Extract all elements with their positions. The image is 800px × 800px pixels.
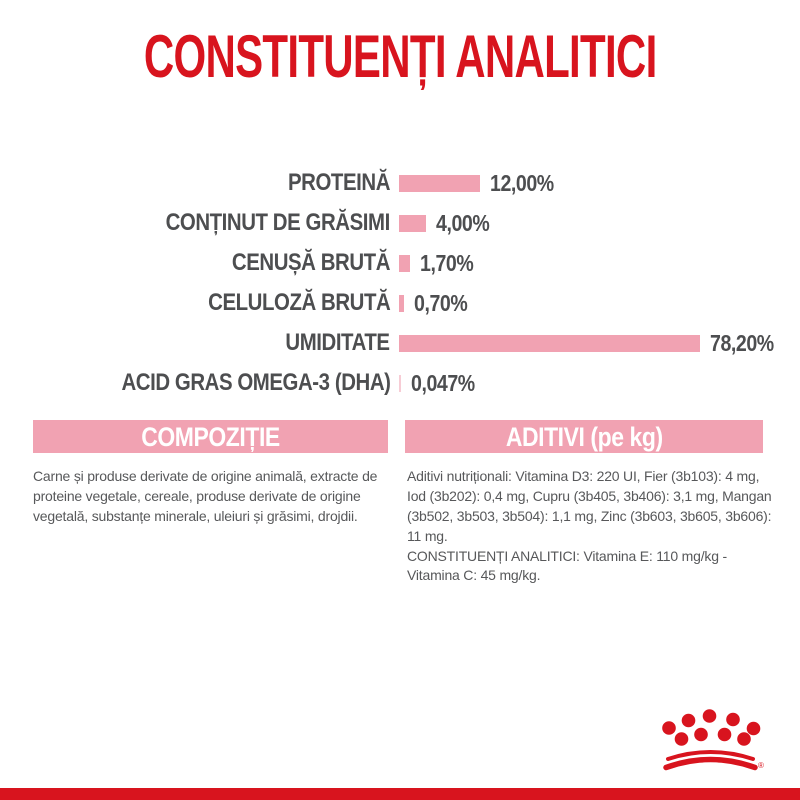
- bar: [399, 254, 411, 272]
- category-label: UMIDITATE: [285, 329, 391, 356]
- page-title-wrap: CONSTITUENȚI ANALITICI: [0, 22, 800, 91]
- category-label: CENUȘĂ BRUTĂ: [231, 249, 391, 276]
- chart-row: CELULOZĂ BRUTĂ 0,70%: [0, 283, 800, 323]
- bar: [399, 294, 404, 312]
- bar: [399, 374, 401, 392]
- composition-section-header: COMPOZIȚIE: [33, 420, 388, 453]
- value-label: 12,00%: [490, 169, 554, 196]
- chart-row: CONȚINUT DE GRĂSIMI 4,00%: [0, 203, 800, 243]
- crown-logo-icon: ®: [662, 709, 764, 771]
- chart-row: ACID GRAS OMEGA-3 (DHA) 0,047%: [0, 363, 800, 403]
- additives-body-text: Aditivi nutriționali: Vitamina D3: 220 U…: [407, 467, 775, 586]
- analytical-constituents-paragraph: CONSTITUENȚI ANALITICI: Vitamina E: 110 …: [407, 547, 727, 584]
- chart-row: PROTEINĂ 12,00%: [0, 163, 800, 203]
- crown-dots: [662, 709, 761, 746]
- category-label: CELULOZĂ BRUTĂ: [207, 289, 391, 316]
- additives-section-header: ADITIVI (pe kg): [405, 420, 763, 453]
- category-label: PROTEINĂ: [287, 169, 390, 196]
- category-label: CONȚINUT DE GRĂSIMI: [165, 209, 391, 236]
- value-label: 0,70%: [413, 289, 468, 316]
- additives-paragraph: Aditivi nutriționali: Vitamina D3: 220 U…: [407, 468, 772, 544]
- value-label: 1,70%: [420, 249, 474, 276]
- category-label: ACID GRAS OMEGA-3 (DHA): [120, 369, 390, 396]
- bar: [399, 174, 480, 192]
- analytical-constituents-chart: PROTEINĂ 12,00% CONȚINUT DE GRĂSIMI 4,00…: [0, 163, 800, 403]
- chart-row: UMIDITATE 78,20%: [0, 323, 800, 363]
- registered-trademark-symbol: ®: [758, 761, 764, 770]
- bar: [399, 214, 426, 232]
- value-label: 78,20%: [710, 329, 774, 356]
- crown-arcs: [663, 750, 758, 771]
- chart-row: CENUȘĂ BRUTĂ 1,70%: [0, 243, 800, 283]
- composition-body-text: Carne și produse derivate de origine ani…: [33, 468, 378, 524]
- page-title: CONSTITUENȚI ANALITICI: [143, 23, 657, 90]
- value-label: 4,00%: [436, 209, 490, 236]
- value-label: 0,047%: [411, 369, 475, 396]
- footer-red-band: [0, 788, 800, 800]
- bar: [399, 334, 700, 352]
